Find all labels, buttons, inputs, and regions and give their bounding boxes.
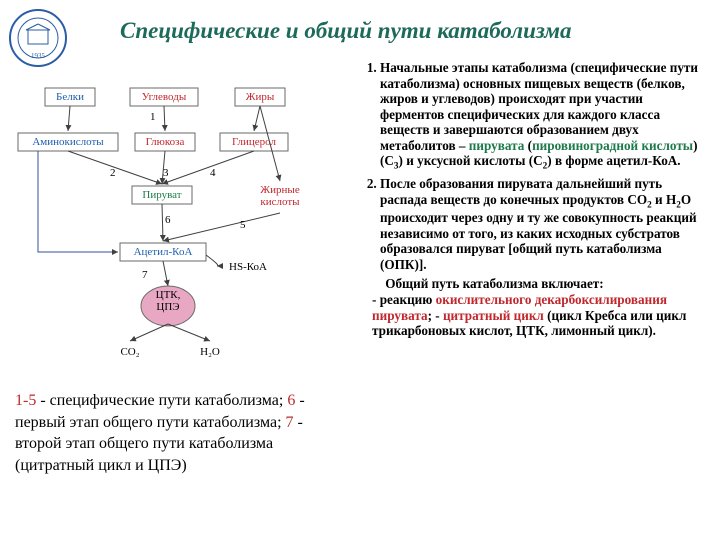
svg-text:Пируват: Пируват [142,189,181,201]
list-item-1: Начальные этапы катаболизма (специфическ… [380,60,710,172]
svg-text:ЦПЭ: ЦПЭ [156,301,179,313]
svg-text:1935: 1935 [31,52,46,60]
svg-text:Углеводы: Углеводы [142,91,187,103]
svg-text:4: 4 [210,167,216,179]
institute-logo: 1935 [8,8,68,68]
list-item-2: После образования пирувата дальнейший пу… [380,176,710,272]
svg-text:6: 6 [165,214,171,226]
diagram-caption: 1-5 - специфические пути катаболизма; 6 … [15,390,335,476]
catabolism-diagram: БелкиУглеводыЖирыАминокислотыГлюкозаГлиц… [10,68,320,368]
svg-text:3: 3 [163,167,169,179]
svg-text:1: 1 [150,111,156,123]
svg-text:Жирные: Жирные [260,184,300,196]
svg-text:Ацетил-КоА: Ацетил-КоА [134,246,193,258]
svg-text:HS-КоА: HS-КоА [229,261,267,273]
svg-text:Белки: Белки [56,91,84,103]
svg-text:Глюкоза: Глюкоза [146,136,185,148]
svg-text:H₂O: H₂O [200,346,220,358]
svg-text:Аминокислоты: Аминокислоты [32,136,104,148]
svg-text:CO₂: CO₂ [120,346,139,358]
svg-text:7: 7 [142,269,148,281]
svg-text:Жиры: Жиры [246,91,275,103]
svg-text:2: 2 [110,167,116,179]
svg-text:кислоты: кислоты [260,196,300,208]
svg-text:5: 5 [240,219,246,231]
slide-title: Специфические и общий пути катаболизма [120,18,700,44]
text-column: Начальные этапы катаболизма (специфическ… [360,60,710,339]
svg-text:ЦТК,: ЦТК, [156,289,181,301]
